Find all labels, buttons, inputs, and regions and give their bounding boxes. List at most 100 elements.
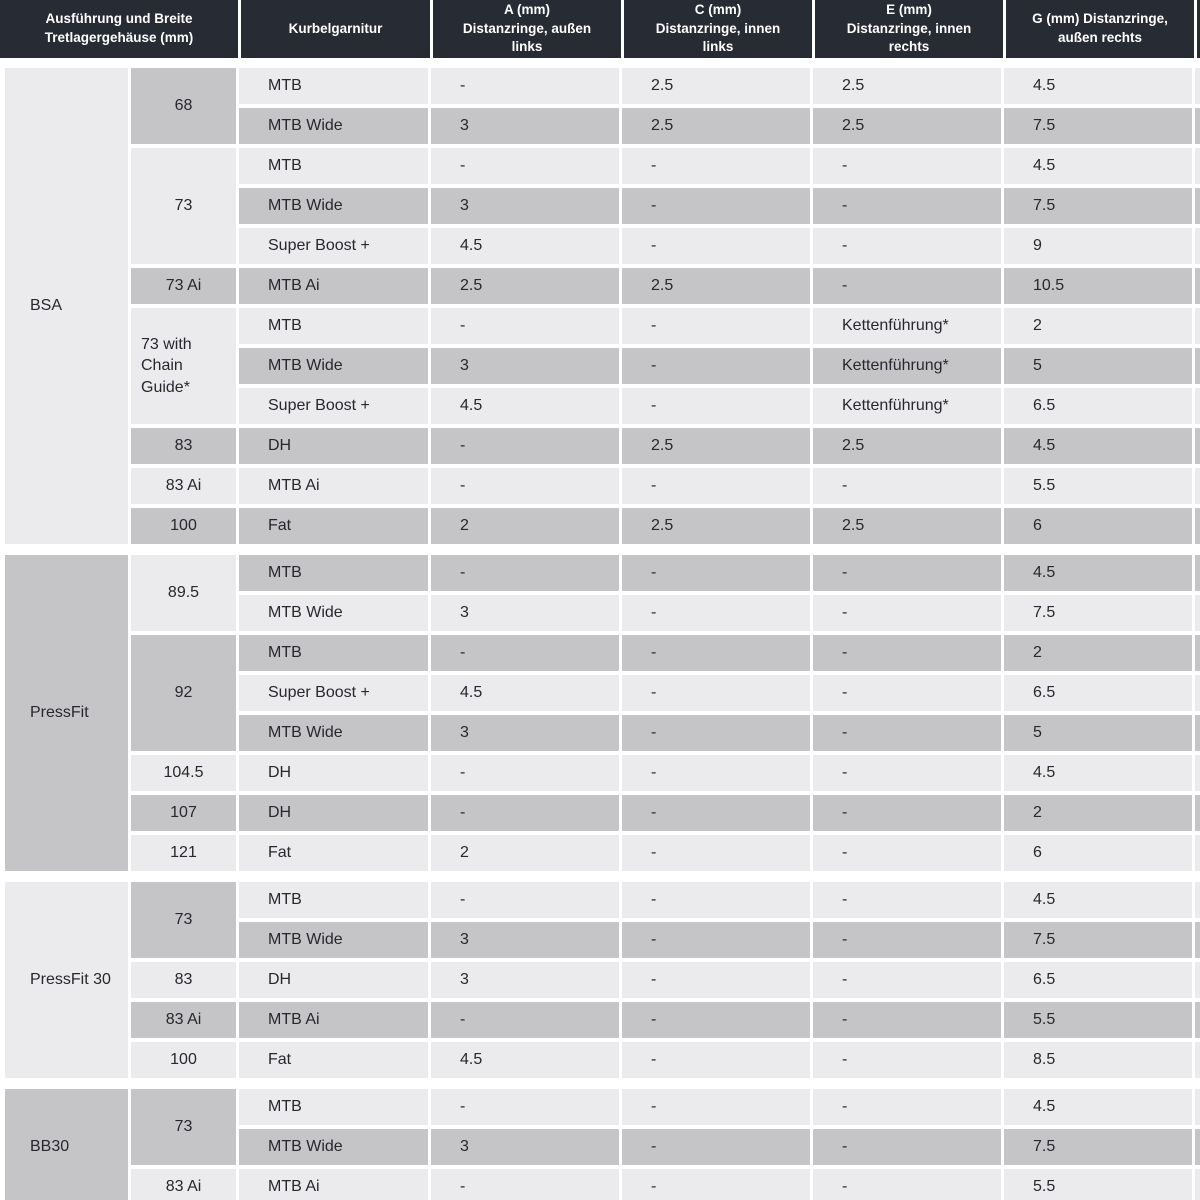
value-e-cell: - bbox=[813, 1002, 1001, 1038]
header-spacer-c: C (mm) Distanzringe, innen links bbox=[624, 0, 812, 58]
value-a-cell: 2 bbox=[431, 508, 619, 544]
value-c-cell: 2.5 bbox=[622, 428, 810, 464]
cutoff-column-strip bbox=[1195, 268, 1200, 304]
value-g-cell: 2 bbox=[1004, 795, 1192, 831]
cutoff-column-strip bbox=[1195, 795, 1200, 831]
crankset-cell: MTB Ai bbox=[239, 268, 428, 304]
shell-width-cell: 100 bbox=[131, 1042, 236, 1078]
value-e-cell: - bbox=[813, 188, 1001, 224]
header-crankset: Kurbelgarnitur bbox=[241, 0, 430, 58]
value-a-cell: - bbox=[431, 1089, 619, 1125]
shell-width-cell: 83 Ai bbox=[131, 1002, 236, 1038]
cutoff-column-strip bbox=[1195, 348, 1200, 384]
value-c-cell: - bbox=[622, 468, 810, 504]
value-g-cell: 6 bbox=[1004, 508, 1192, 544]
value-a-cell: - bbox=[431, 882, 619, 918]
value-e-cell: Kettenführung* bbox=[813, 308, 1001, 344]
value-g-cell: 7.5 bbox=[1004, 595, 1192, 631]
crankset-cell: MTB bbox=[239, 555, 428, 591]
value-e-cell: 2.5 bbox=[813, 108, 1001, 144]
value-a-cell: - bbox=[431, 308, 619, 344]
shell-width-cell: 73 with Chain Guide* bbox=[131, 308, 236, 424]
value-c-cell: - bbox=[622, 1129, 810, 1165]
section-label: BB30 bbox=[5, 1089, 128, 1200]
value-e-cell: - bbox=[813, 555, 1001, 591]
value-c-cell: - bbox=[622, 962, 810, 998]
value-e-cell: - bbox=[813, 228, 1001, 264]
cutoff-column-strip bbox=[1195, 1169, 1200, 1200]
value-c-cell: - bbox=[622, 188, 810, 224]
value-g-cell: 7.5 bbox=[1004, 1129, 1192, 1165]
crankset-cell: MTB bbox=[239, 308, 428, 344]
value-c-cell: 2.5 bbox=[622, 108, 810, 144]
cutoff-column-strip bbox=[1195, 635, 1200, 671]
shell-width-cell: 104.5 bbox=[131, 755, 236, 791]
value-g-cell: 5 bbox=[1004, 715, 1192, 751]
value-g-cell: 4.5 bbox=[1004, 1089, 1192, 1125]
value-g-cell: 7.5 bbox=[1004, 108, 1192, 144]
value-e-cell: - bbox=[813, 962, 1001, 998]
cutoff-column-strip bbox=[1195, 922, 1200, 958]
section-label: PressFit 30 bbox=[5, 882, 128, 1078]
value-c-cell: - bbox=[622, 348, 810, 384]
cutoff-column-strip bbox=[1195, 508, 1200, 544]
header-spacer-e: E (mm) Distanzringe, innen rechts bbox=[815, 0, 1003, 58]
shell-width-cell: 68 bbox=[131, 68, 236, 144]
value-c-cell: - bbox=[622, 228, 810, 264]
cutoff-column-strip bbox=[1195, 148, 1200, 184]
value-a-cell: 3 bbox=[431, 715, 619, 751]
cutoff-column-strip bbox=[1195, 595, 1200, 631]
value-e-cell: - bbox=[813, 1089, 1001, 1125]
cutoff-column-strip bbox=[1195, 1089, 1200, 1125]
crankset-cell: MTB Wide bbox=[239, 348, 428, 384]
value-c-cell: - bbox=[622, 148, 810, 184]
section-bb30: BB30 73 MTB - - -4.5 MTB Wide 3- -7.5 83 Ai MTB Ai… bbox=[5, 1089, 1200, 1200]
value-e-cell: - bbox=[813, 795, 1001, 831]
value-e-cell: 2.5 bbox=[813, 508, 1001, 544]
value-a-cell: 4.5 bbox=[431, 388, 619, 424]
value-a-cell: 3 bbox=[431, 108, 619, 144]
value-g-cell: 5.5 bbox=[1004, 468, 1192, 504]
value-c-cell: - bbox=[622, 755, 810, 791]
value-g-cell: 10.5 bbox=[1004, 268, 1192, 304]
value-e-cell: - bbox=[813, 922, 1001, 958]
header-spacer-g: G (mm) Distanzringe, außen rechts bbox=[1006, 0, 1194, 58]
value-g-cell: 4.5 bbox=[1004, 882, 1192, 918]
shell-width-cell: 83 Ai bbox=[131, 468, 236, 504]
shell-width-cell: 83 bbox=[131, 428, 236, 464]
crankset-cell: DH bbox=[239, 795, 428, 831]
value-a-cell: 4.5 bbox=[431, 228, 619, 264]
crankset-cell: MTB Wide bbox=[239, 922, 428, 958]
cutoff-column-strip bbox=[1195, 1042, 1200, 1078]
crankset-cell: MTB bbox=[239, 148, 428, 184]
value-a-cell: 3 bbox=[431, 962, 619, 998]
shell-width-cell: 73 bbox=[131, 148, 236, 264]
value-c-cell: - bbox=[622, 1169, 810, 1200]
cutoff-column-strip bbox=[1195, 755, 1200, 791]
value-a-cell: - bbox=[431, 148, 619, 184]
crankset-cell: Super Boost + bbox=[239, 388, 428, 424]
value-g-cell: 4.5 bbox=[1004, 555, 1192, 591]
header-spacer-a: A (mm) Distanzringe, außen links bbox=[433, 0, 621, 58]
header-shell-width: Ausführung und Breite Tretlagergehäuse (… bbox=[0, 0, 238, 58]
value-a-cell: - bbox=[431, 1002, 619, 1038]
value-e-cell: - bbox=[813, 675, 1001, 711]
shell-width-cell: 73 bbox=[131, 882, 236, 958]
value-e-cell: - bbox=[813, 882, 1001, 918]
value-g-cell: 6 bbox=[1004, 835, 1192, 871]
table-header: Ausführung und Breite Tretlagergehäuse (… bbox=[0, 0, 1200, 58]
value-a-cell: - bbox=[431, 1169, 619, 1200]
cutoff-column-strip bbox=[1195, 715, 1200, 751]
value-g-cell: 5.5 bbox=[1004, 1002, 1192, 1038]
crankset-cell: MTB Ai bbox=[239, 468, 428, 504]
value-g-cell: 7.5 bbox=[1004, 188, 1192, 224]
crankset-cell: Fat bbox=[239, 1042, 428, 1078]
crankset-cell: MTB bbox=[239, 635, 428, 671]
value-c-cell: - bbox=[622, 675, 810, 711]
cutoff-header-strip bbox=[1197, 0, 1200, 58]
value-g-cell: 4.5 bbox=[1004, 428, 1192, 464]
value-e-cell: - bbox=[813, 1129, 1001, 1165]
value-c-cell: - bbox=[622, 1042, 810, 1078]
shell-width-cell: 100 bbox=[131, 508, 236, 544]
shell-width-cell: 83 bbox=[131, 962, 236, 998]
